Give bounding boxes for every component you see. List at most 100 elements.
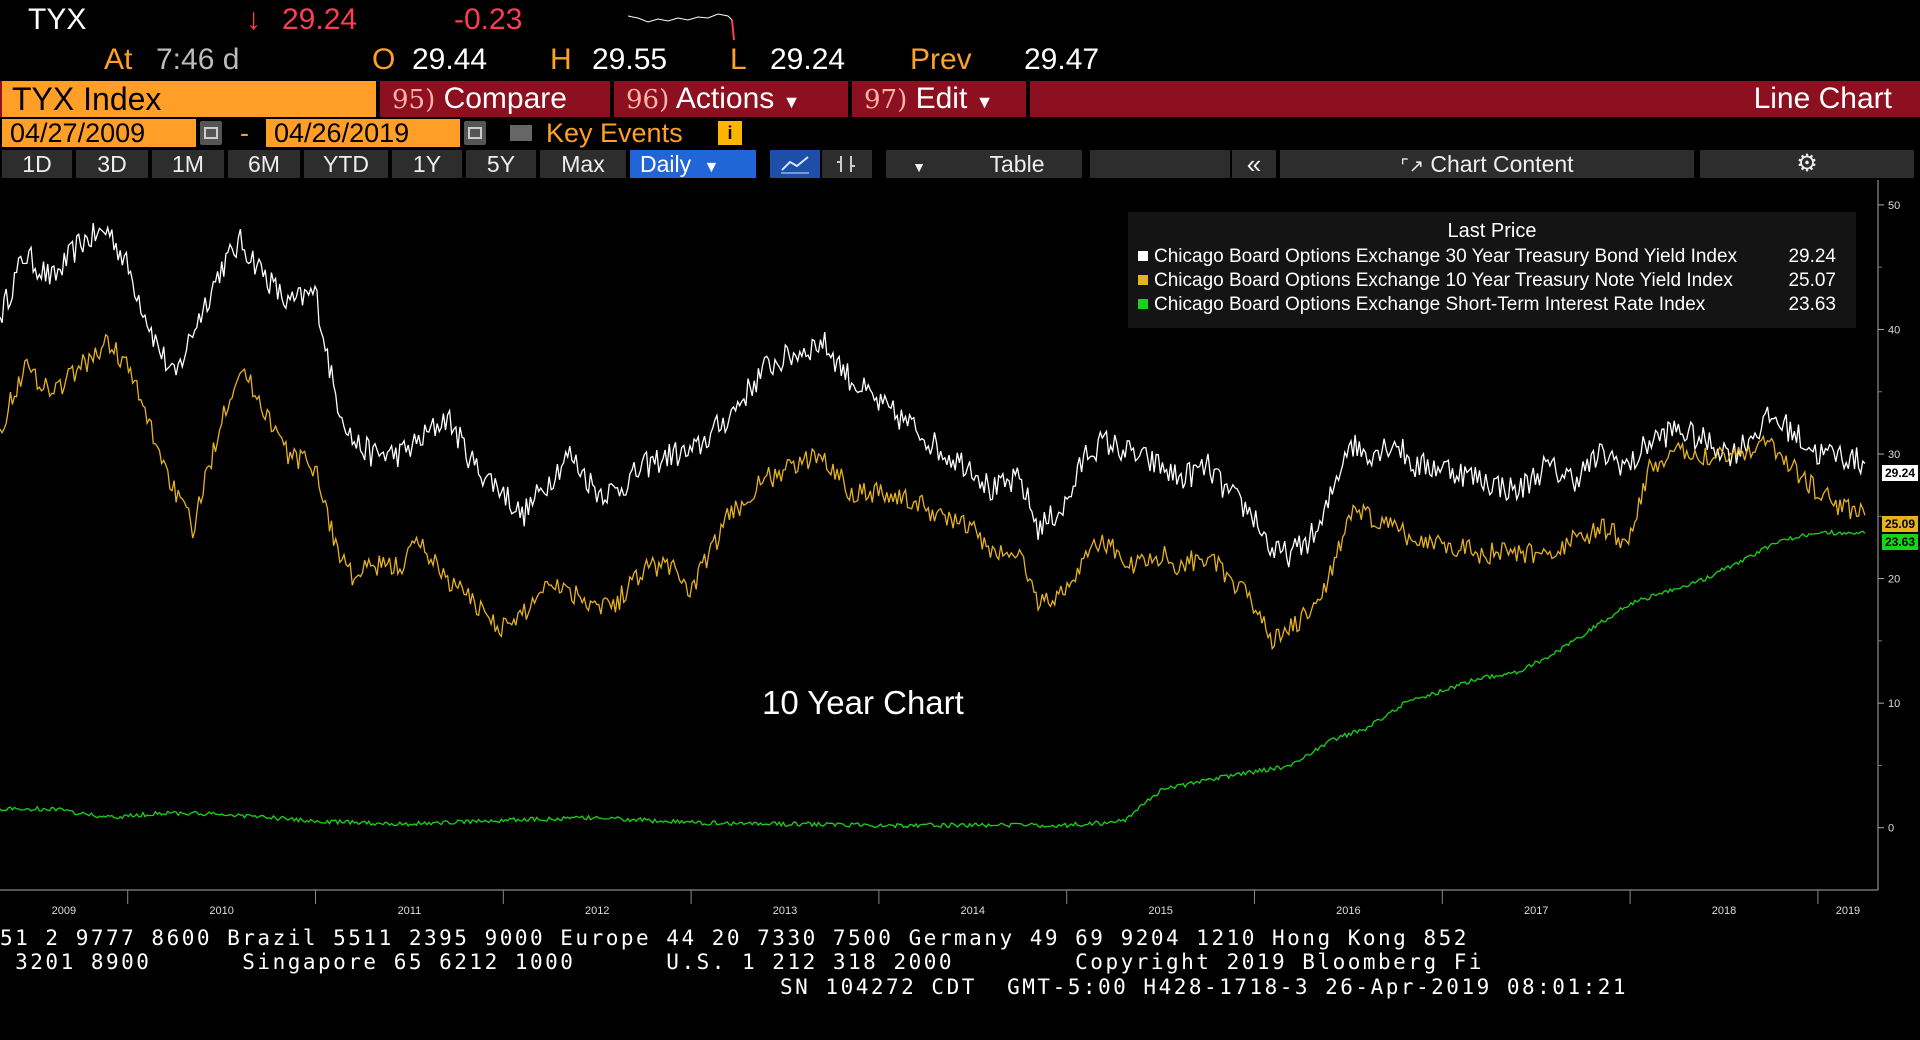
chevron-down-icon: ▼ xyxy=(975,92,994,112)
compare-menu[interactable]: 95) Compare xyxy=(392,81,567,117)
x-tick-label: 2017 xyxy=(1524,905,1548,917)
open-label: O xyxy=(372,43,396,76)
period-6m[interactable]: 6M xyxy=(228,150,300,178)
chart-type-label[interactable]: Line Chart xyxy=(1753,82,1892,115)
x-tick-label: 2018 xyxy=(1712,905,1736,917)
legend-entry-tyx[interactable]: Chicago Board Options Exchange 30 Year T… xyxy=(1138,246,1846,268)
legend-label-tyx: Chicago Board Options Exchange 30 Year T… xyxy=(1154,246,1738,267)
legend-label-tnx: Chicago Board Options Exchange 10 Year T… xyxy=(1154,270,1733,291)
footer-phones: 51 2 9777 8600 Brazil 5511 2395 9000 Eur… xyxy=(0,926,1469,950)
period-5y[interactable]: 5Y xyxy=(466,150,536,178)
date-range-row: 04/27/2009 - 04/26/2019 Key Events i xyxy=(0,119,1920,149)
footer-session: SN 104272 CDT GMT-5:00 H428-1718-3 26-Ap… xyxy=(780,975,1629,999)
menu-divider xyxy=(848,81,852,117)
gear-icon[interactable]: ⚙ xyxy=(1700,150,1914,178)
menu-divider xyxy=(1026,81,1030,117)
chart-toolbar: 1D 3D 1M 6M YTD 1Y 5Y Max Daily ▼ ▼ Tabl… xyxy=(0,150,1920,180)
frequency-label: Daily xyxy=(640,151,692,177)
legend-value-tyx: 29.24 xyxy=(1788,246,1836,267)
quote-time: 7:46 d xyxy=(156,43,240,76)
period-1d[interactable]: 1D xyxy=(2,150,72,178)
quote-stats: At 7:46 d O 29.44 H 29.55 L 29.24 Prev 2… xyxy=(0,40,1920,114)
legend-label-irx: Chicago Board Options Exchange Short-Ter… xyxy=(1154,294,1706,315)
chart-annotation: 10 Year Chart xyxy=(762,684,964,721)
end-date-field[interactable]: 04/26/2019 xyxy=(266,119,460,147)
double-chevron-left-icon[interactable]: « xyxy=(1232,150,1276,178)
last-label-tnx: 25.09 xyxy=(1882,516,1919,532)
frequency-dropdown[interactable]: Daily ▼ xyxy=(630,150,756,178)
legend-entry-irx[interactable]: Chicago Board Options Exchange Short-Ter… xyxy=(1138,294,1846,316)
toolbar-spacer xyxy=(1090,150,1230,178)
edit-number: 97) xyxy=(864,85,908,115)
high-label: H xyxy=(550,43,572,76)
calendar-icon[interactable] xyxy=(200,121,222,145)
compare-label: Compare xyxy=(443,82,567,115)
quote-header: TYX ↓ 29.24 -0.23 xyxy=(0,0,1920,40)
price-change: -0.23 xyxy=(454,3,523,36)
chart-content-icon: ⌜↗ xyxy=(1400,156,1424,176)
y-tick-label: 20 xyxy=(1888,574,1900,586)
legend-swatch-tyx xyxy=(1138,251,1148,261)
chevron-down-icon[interactable]: ▼ xyxy=(886,150,952,178)
period-max[interactable]: Max xyxy=(540,150,626,178)
key-events-label[interactable]: Key Events xyxy=(546,118,683,148)
edit-label: Edit xyxy=(915,82,968,115)
high-value: 29.55 xyxy=(592,43,668,76)
legend-value-tnx: 25.07 xyxy=(1788,270,1836,291)
start-date-field[interactable]: 04/27/2009 xyxy=(2,119,196,147)
y-tick-label: 0 xyxy=(1888,823,1894,835)
prev-value: 29.47 xyxy=(1024,43,1100,76)
period-ytd[interactable]: YTD xyxy=(304,150,388,178)
y-tick-label: 50 xyxy=(1888,200,1900,212)
actions-number: 96) xyxy=(626,85,670,115)
x-tick-label: 2010 xyxy=(209,905,233,917)
legend-title: Last Price xyxy=(1447,220,1537,242)
low-value: 29.24 xyxy=(770,43,846,76)
x-tick-label: 2012 xyxy=(585,905,609,917)
chart-legend: Last Price Chicago Board Options Exchang… xyxy=(1128,212,1856,328)
menu-divider xyxy=(610,81,614,117)
ticker-symbol: TYX xyxy=(28,3,87,36)
at-label: At xyxy=(104,43,133,76)
series-line-2 xyxy=(0,529,1866,829)
period-1m[interactable]: 1M xyxy=(152,150,224,178)
x-tick-label: 2011 xyxy=(398,905,422,917)
key-events-checkbox[interactable] xyxy=(510,125,532,141)
security-field[interactable]: TYX Index xyxy=(2,81,376,117)
period-3d[interactable]: 3D xyxy=(76,150,148,178)
y-tick-label: 40 xyxy=(1888,324,1900,336)
legend-value-irx: 23.63 xyxy=(1788,294,1836,315)
date-separator: - xyxy=(240,118,249,148)
last-label-irx: 23.63 xyxy=(1882,534,1919,550)
sparkline xyxy=(628,13,735,40)
last-price: 29.24 xyxy=(282,3,358,36)
calendar-icon[interactable] xyxy=(464,121,486,145)
edit-menu[interactable]: 97) Edit ▼ xyxy=(864,81,993,117)
open-value: 29.44 xyxy=(412,43,488,76)
footer-copyright: 3201 8900 Singapore 65 6212 1000 U.S. 1 … xyxy=(0,950,1485,974)
x-tick-label: 2009 xyxy=(52,905,76,917)
y-tick-label: 30 xyxy=(1888,449,1900,461)
x-tick-label: 2013 xyxy=(773,905,797,917)
menu-divider xyxy=(376,81,380,117)
table-button[interactable]: Table xyxy=(952,150,1082,178)
y-tick-label: 10 xyxy=(1888,698,1900,710)
prev-label: Prev xyxy=(910,43,972,76)
chevron-down-icon: ▼ xyxy=(703,159,720,176)
info-icon[interactable]: i xyxy=(718,121,742,145)
bar-chart-icon[interactable] xyxy=(822,150,872,178)
line-chart: 0 10 20 30 40 50 2009 2010 2011 2012 2013 2014 2015 2… xyxy=(0,180,1900,917)
legend-swatch-tnx xyxy=(1138,275,1148,285)
chart-content-button[interactable]: ⌜↗ Chart Content xyxy=(1280,150,1694,178)
line-chart-icon[interactable] xyxy=(770,150,820,178)
x-tick-label: 2016 xyxy=(1336,905,1360,917)
chevron-down-icon: ▼ xyxy=(782,92,801,112)
x-tick-label: 2014 xyxy=(961,905,985,917)
series-line-0 xyxy=(0,223,1866,568)
period-1y[interactable]: 1Y xyxy=(392,150,462,178)
legend-entry-tnx[interactable]: Chicago Board Options Exchange 10 Year T… xyxy=(1138,270,1846,292)
series-line-1 xyxy=(0,333,1866,651)
last-label-tyx: 29.24 xyxy=(1882,465,1919,481)
actions-menu[interactable]: 96) Actions ▼ xyxy=(626,81,800,117)
down-arrow-icon: ↓ xyxy=(246,3,261,36)
